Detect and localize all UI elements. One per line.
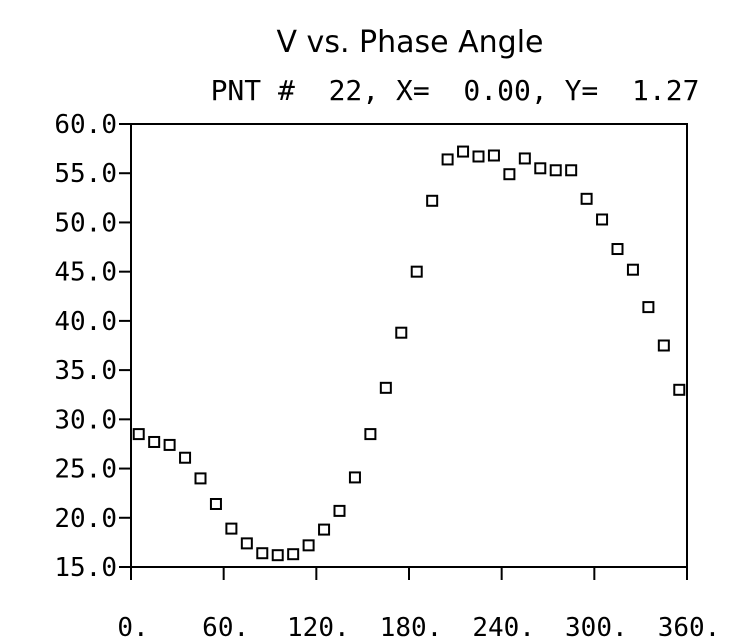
data-point bbox=[348, 471, 361, 484]
data-point bbox=[426, 194, 439, 207]
data-point bbox=[472, 150, 485, 163]
data-point bbox=[549, 164, 562, 177]
y-tick-label: 60.0 bbox=[54, 110, 117, 140]
y-tick-label: 45.0 bbox=[54, 258, 117, 288]
data-point bbox=[534, 162, 547, 175]
data-point bbox=[580, 192, 593, 205]
data-point bbox=[626, 263, 639, 276]
chart-subtitle: PNT # 22, X= 0.00, Y= 1.27 bbox=[211, 74, 700, 107]
y-tick-label: 15.0 bbox=[54, 553, 117, 583]
x-tick-label: 60. bbox=[202, 613, 249, 642]
data-point bbox=[441, 153, 454, 166]
data-point bbox=[410, 265, 423, 278]
data-point bbox=[333, 504, 346, 517]
x-tick-label: 240. bbox=[472, 613, 535, 642]
data-point bbox=[209, 497, 222, 510]
data-point bbox=[642, 301, 655, 314]
data-point bbox=[256, 547, 269, 560]
data-point bbox=[132, 428, 145, 441]
x-tick-label: 360. bbox=[658, 613, 721, 642]
x-tick-label: 0. bbox=[117, 613, 148, 642]
data-point bbox=[225, 522, 238, 535]
data-point bbox=[657, 339, 670, 352]
y-tick-label: 30.0 bbox=[54, 405, 117, 435]
data-point bbox=[503, 168, 516, 181]
chart-title: V vs. Phase Angle bbox=[277, 25, 544, 60]
data-point bbox=[565, 164, 578, 177]
data-points bbox=[132, 145, 686, 562]
y-tick-label: 25.0 bbox=[54, 455, 117, 485]
y-tick-label: 55.0 bbox=[54, 159, 117, 189]
x-tick-label: 120. bbox=[287, 613, 350, 642]
data-point bbox=[271, 549, 284, 562]
y-tick-label: 20.0 bbox=[54, 504, 117, 534]
data-point bbox=[302, 539, 315, 552]
x-tick-labels: 0. 60. 120. 180. 240. 300. 360. bbox=[117, 613, 720, 642]
data-point bbox=[457, 145, 470, 158]
y-tick-label: 50.0 bbox=[54, 208, 117, 238]
data-point bbox=[487, 149, 500, 162]
data-point bbox=[318, 523, 331, 536]
data-point bbox=[163, 438, 176, 451]
data-point bbox=[179, 451, 192, 464]
y-tick-label: 40.0 bbox=[54, 307, 117, 337]
y-tick-labels: 15.0 20.0 25.0 30.0 35.0 40.0 45.0 50.0 55.0 60.0 bbox=[54, 110, 117, 583]
data-point bbox=[287, 548, 300, 561]
x-tick-label: 180. bbox=[380, 613, 443, 642]
y-tick-label: 35.0 bbox=[54, 356, 117, 386]
data-point bbox=[395, 326, 408, 339]
axes bbox=[119, 123, 688, 580]
data-point bbox=[518, 152, 531, 165]
data-point bbox=[148, 435, 161, 448]
data-point bbox=[240, 537, 253, 550]
x-tick-label: 300. bbox=[565, 613, 628, 642]
data-point bbox=[379, 381, 392, 394]
data-point bbox=[596, 213, 609, 226]
data-point bbox=[611, 243, 624, 256]
data-point bbox=[194, 472, 207, 485]
data-point bbox=[364, 428, 377, 441]
data-point bbox=[673, 383, 686, 396]
